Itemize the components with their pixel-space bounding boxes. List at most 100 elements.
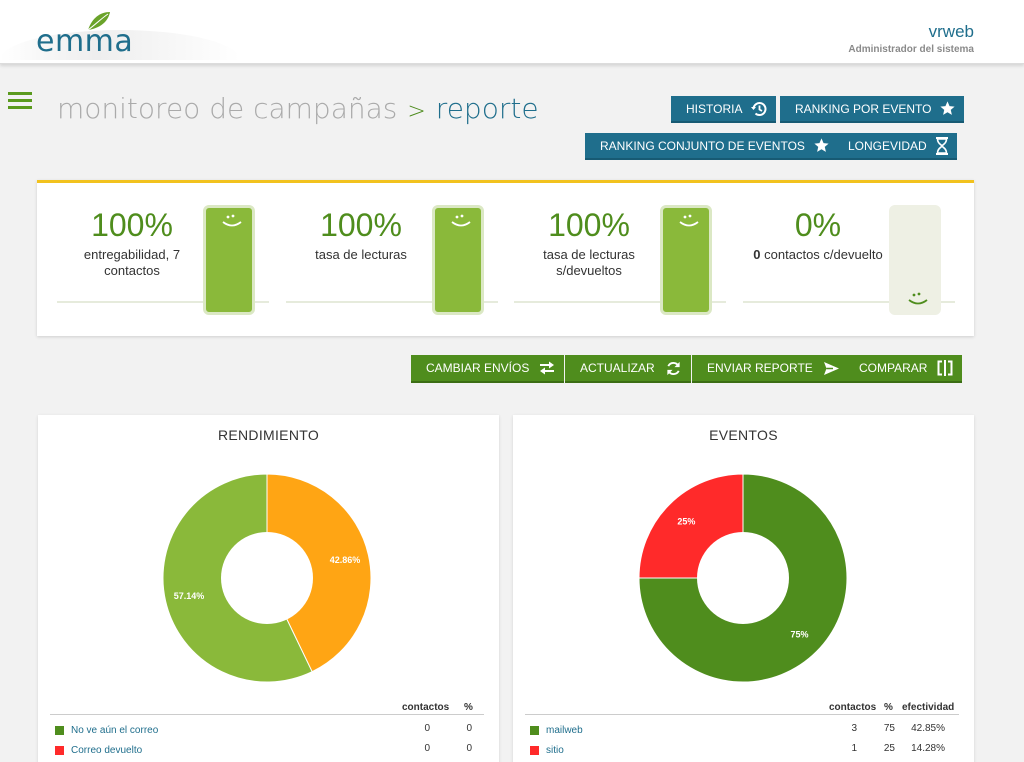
kpi-label: 0 contactos c/devuelto [743,247,893,263]
breadcrumb: monitoreo de campañas > reporte [57,92,539,125]
column-header-contactos: contactos [829,702,877,713]
longevidad-button[interactable]: LONGEVIDAD [833,133,957,160]
rendimiento-donut-chart: 42.86% 57.14% [162,473,372,683]
eventos-donut-chart: 75% 25% [638,473,848,683]
kpi-tasa-lecturas-sin-devueltos: 100% tasa de lecturas s/devueltos [514,183,726,336]
legend-label[interactable]: mailweb [546,724,583,736]
kpi-baseline [57,301,269,303]
kpi-tasa-lecturas: 100% tasa de lecturas [286,183,498,336]
emma-logo[interactable]: emma [0,0,240,64]
donut-hole [221,532,313,624]
kpi-baseline [286,301,498,303]
cell-contactos: 1 [851,743,857,754]
column-header-efectividad: efectividad [902,702,955,713]
smiley-icon [679,214,699,227]
legend-swatch [55,745,64,755]
pie-slice-label: 25% [677,516,695,526]
legend-label[interactable]: No ve aún el correo [71,724,159,736]
smiley-icon [451,214,471,227]
kpi-value: 0% [794,207,842,243]
logo-text: emma [36,24,134,59]
rendimiento-card: RENDIMIENTO 42.86% 57.14% contactos % No … [38,415,499,762]
legend-row: Correo devuelto [55,743,142,757]
enviar-reporte-label: ENVIAR REPORTE [707,361,813,375]
leaf-icon [87,12,110,31]
historia-button[interactable]: HISTORIA [671,96,777,123]
kpi-label: entregabilidad, 7 contactos [83,247,181,278]
pie-slice-1[interactable] [638,473,848,683]
cell-pct: 0 [466,743,472,754]
table-divider [525,714,959,715]
eventos-title: EVENTOS [709,427,778,443]
kpi-gauge [432,205,484,315]
cell-pct: 75 [883,723,895,734]
smiley-icon [222,214,242,227]
comparar-label: COMPARAR [859,361,928,375]
ranking-conjunto-button[interactable]: RANKING CONJUNTO DE EVENTOS [585,133,838,160]
send-icon [823,361,839,375]
legend-label[interactable]: sitio [546,744,564,756]
actualizar-button[interactable]: ACTUALIZAR [565,355,691,383]
column-header-contactos: contactos [402,702,450,713]
pie-slice-label: 57.14% [174,591,205,601]
eventos-card: EVENTOS 75% 25% contactos % efectividad m… [513,415,974,762]
star-icon [940,101,956,115]
legend-swatch [530,725,539,735]
kpi-label-text: contactos c/devuelto [764,247,883,262]
kpi-value: 100% [548,207,630,243]
ranking-por-evento-label: RANKING POR EVENTO [795,101,932,116]
smiley-icon [908,292,928,305]
column-header-pct: % [884,702,893,713]
hourglass-icon [935,136,948,155]
breadcrumb-separator: > [407,99,426,124]
kpi-gauge [889,205,941,315]
column-header-pct: % [464,702,473,713]
user-role: Administrador del sistema [848,44,974,55]
comparar-button[interactable]: COMPARAR [844,355,963,383]
cell-contactos: 3 [851,723,857,734]
enviar-reporte-button[interactable]: ENVIAR REPORTE [692,355,849,383]
cell-contactos: 0 [424,743,430,754]
cambiar-envios-label: CAMBIAR ENVÍOS [426,361,530,375]
pie-slice-label: 42.86% [330,555,361,565]
kpi-entregabilidad: 100% entregabilidad, 7 contactos [57,183,269,336]
kpi-value: 100% [91,207,173,243]
kpi-label: tasa de lecturas [315,247,407,262]
kpi-contactos-devuelto: 0% 0 contactos c/devuelto [743,183,955,336]
cell-pct: 25 [883,743,895,754]
top-header: emma vrweb Administrador del sistema [0,0,1024,64]
kpi-gauge [203,205,255,315]
user-name[interactable]: vrweb [928,22,974,41]
cambiar-envios-button[interactable]: CAMBIAR ENVÍOS [411,355,565,383]
pie-slice-1[interactable] [266,473,372,673]
breadcrumb-parent[interactable]: monitoreo de campañas [57,92,398,125]
kpi-gauge [660,205,712,315]
cell-pct: 0 [466,723,472,734]
page-title: reporte [435,92,539,125]
table-divider [50,714,484,715]
cell-efectividad: 42.85% [911,723,945,734]
legend-row: mailweb [530,723,583,737]
ranking-conjunto-label: RANKING CONJUNTO DE EVENTOS [600,138,805,153]
kpi-baseline [743,301,955,303]
refresh-icon [667,361,680,375]
legend-label[interactable]: Correo devuelto [71,744,143,756]
hamburger-menu-icon[interactable] [8,92,32,109]
donut-hole [697,532,789,624]
cell-contactos: 0 [424,723,430,734]
kpi-value: 100% [320,207,402,243]
history-icon [751,101,767,116]
legend-swatch [530,745,539,755]
star-icon [814,138,829,152]
pie-slice-label: 75% [791,630,809,640]
actualizar-label: ACTUALIZAR [580,361,655,375]
historia-label: HISTORIA [686,101,743,116]
longevidad-label: LONGEVIDAD [848,138,927,153]
rendimiento-title: RENDIMIENTO [217,427,320,443]
legend-row: sitio [530,743,564,757]
kpi-count: 0 [753,247,761,262]
ranking-por-evento-button[interactable]: RANKING POR EVENTO [780,96,965,123]
legend-swatch [55,725,64,735]
swap-arrows-icon [540,361,555,375]
cell-efectividad: 14.28% [911,743,945,754]
